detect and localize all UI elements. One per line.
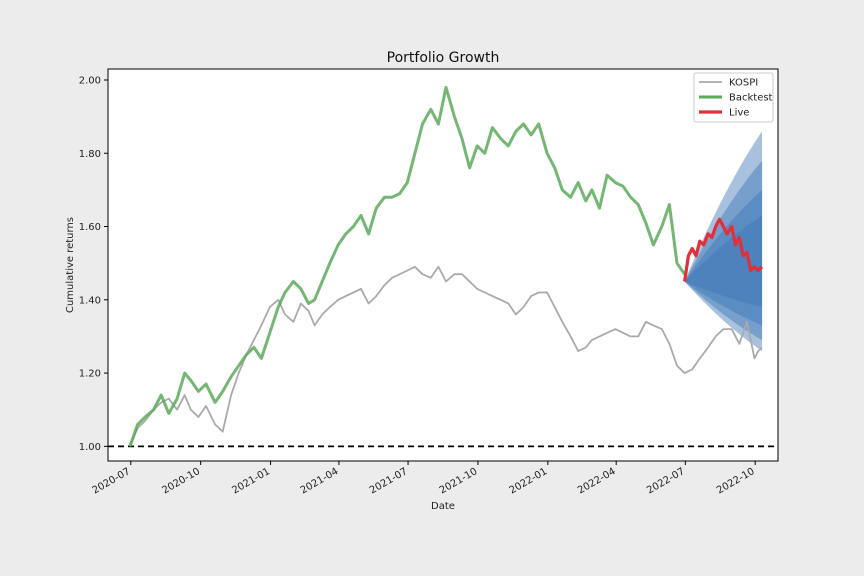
forecast-band-1 xyxy=(684,131,763,352)
y-tick-label: 1.60 xyxy=(79,222,101,233)
chart-title: Portfolio Growth xyxy=(387,50,500,66)
forecast-band-3 xyxy=(684,189,763,326)
y-tick-label: 1.20 xyxy=(79,369,101,380)
y-axis-label: Cumulative returns xyxy=(65,217,76,313)
y-tick-label: 1.80 xyxy=(79,149,101,160)
y-tick-label: 1.00 xyxy=(79,442,101,453)
series-line-live xyxy=(683,217,764,282)
forecast-band-4 xyxy=(684,215,763,308)
plot-frame xyxy=(107,68,779,462)
legend-box xyxy=(693,72,774,123)
legend-label-kospi: KOSPI xyxy=(729,78,758,89)
forecast-band-2 xyxy=(684,160,763,341)
legend-label-live: Live xyxy=(729,108,749,119)
forecast-bands xyxy=(684,131,763,352)
x-axis-label: Date xyxy=(431,501,455,512)
series-layer xyxy=(128,85,764,447)
series-line-kospi xyxy=(129,265,763,447)
legend: KOSPI Backtest Live xyxy=(693,72,774,123)
series-line-backtest xyxy=(128,85,686,447)
y-tick-label: 2.00 xyxy=(79,75,101,86)
y-tick-label: 1.40 xyxy=(79,295,101,306)
y-axis-ticks: 1.00 1.20 1.40 1.60 1.80 2.00 xyxy=(79,75,108,453)
legend-label-backtest: Backtest xyxy=(729,93,773,104)
